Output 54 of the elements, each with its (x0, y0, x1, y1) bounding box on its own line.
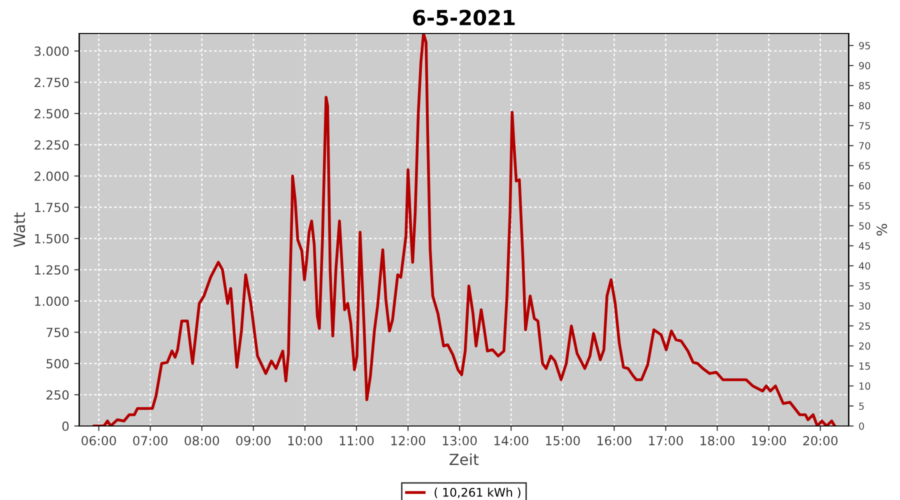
y-tick-label: 1.750 (35, 202, 69, 212)
x-tick-label: 08:00 (184, 436, 220, 446)
x-tick-label: 11:00 (340, 436, 374, 446)
x-tick-label: 13:00 (442, 436, 477, 446)
x-tick-label: 16:00 (598, 436, 632, 446)
y2-tick-label: 80 (859, 102, 870, 110)
y-tick-label: 2.750 (34, 78, 69, 88)
y2-tick-label: 25 (859, 322, 870, 330)
chart-title: 6-5-2021 (413, 10, 515, 26)
y2-tick-label: 20 (859, 342, 870, 350)
y2-tick-label: 65 (859, 162, 870, 170)
y2-tick-label: 90 (859, 62, 870, 70)
x-tick-label: 10:00 (288, 436, 322, 446)
y2-tick-label: 45 (858, 242, 870, 250)
y2-tick-label: 10 (859, 382, 870, 390)
x-tick-label: 06:00 (82, 436, 116, 446)
x-tick-label: 12:00 (391, 436, 426, 446)
legend-label: ( 10,261 kWh ) (434, 488, 520, 498)
y2-tick-label: 60 (859, 182, 870, 190)
y-tick-label: 750 (46, 328, 69, 338)
line-series (92, 34, 836, 426)
x-tick-label: 19:00 (752, 436, 786, 446)
x-tick-label: 20:00 (803, 436, 838, 446)
y2-tick-label: 0 (859, 422, 864, 430)
y2-tick-label: 85 (859, 82, 870, 90)
y2-tick-label: 75 (859, 122, 870, 130)
y2-tick-label: 40 (858, 262, 870, 270)
y-tick-label: 1.250 (35, 265, 69, 275)
x-tick-label: 07:00 (133, 436, 168, 446)
y2-tick-label: 30 (859, 302, 870, 310)
x-axis-title: Zeit (450, 453, 479, 466)
y2-axis-title: % (876, 224, 888, 236)
x-tick-label: 18:00 (700, 436, 734, 446)
y-tick-label: 3.000 (34, 46, 69, 56)
y-axis-title: Watt (14, 212, 26, 247)
y2-tick-label: 70 (859, 142, 870, 150)
y-tick-label: 0 (62, 421, 69, 431)
x-tick-label: 14:00 (494, 436, 528, 446)
x-tick-label: 15:00 (546, 436, 580, 446)
y-tick-label: 250 (46, 390, 69, 400)
y-tick-label: 1.500 (35, 234, 69, 244)
y-tick-label: 2.000 (34, 171, 69, 181)
y-tick-label: 2.500 (34, 108, 69, 118)
x-tick-label: 09:00 (236, 436, 271, 446)
y2-tick-label: 5 (859, 402, 864, 410)
y-tick-label: 2.250 (34, 140, 69, 150)
y2-tick-label: 95 (859, 42, 870, 50)
y2-tick-label: 15 (859, 362, 870, 370)
y2-tick-label: 35 (859, 282, 870, 290)
y-tick-label: 500 (46, 358, 69, 368)
x-tick-label: 17:00 (649, 436, 683, 446)
y2-tick-label: 55 (859, 202, 870, 210)
y-tick-label: 1.000 (35, 296, 69, 306)
y2-tick-label: 50 (859, 222, 870, 230)
